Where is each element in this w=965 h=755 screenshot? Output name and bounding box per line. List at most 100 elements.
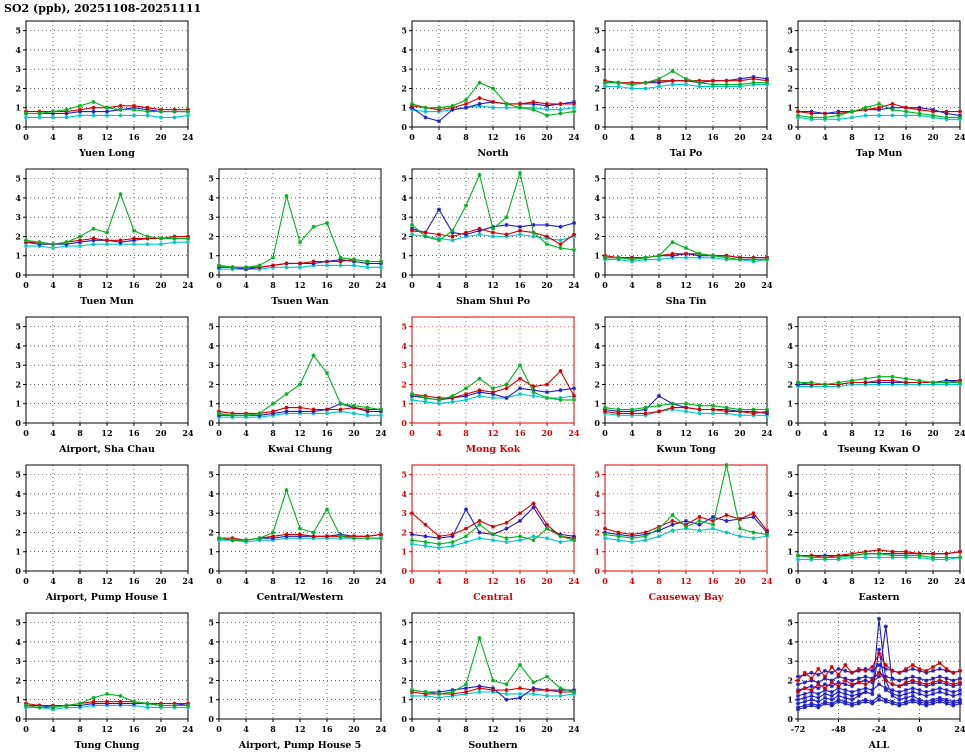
y-tick-label: 1 xyxy=(787,547,793,557)
x-tick-label: 0 xyxy=(23,576,29,586)
y-tick-label: 5 xyxy=(401,618,407,628)
y-tick-label: 2 xyxy=(208,379,214,389)
chart-title: Yuen Long xyxy=(78,148,135,159)
x-tick-label: 16 xyxy=(707,428,719,438)
y-tick-label: 3 xyxy=(594,508,600,518)
x-tick-label: 16 xyxy=(321,428,333,438)
x-tick-label: 20 xyxy=(348,280,360,290)
chart-grid: 0 1 2 3 4 5 0 4 8 12 16 20 24 Yuen Long 0 1 2 3 4 5 0 4 8 12 16 2… xyxy=(0,15,965,755)
chart-title: Tuen Mun xyxy=(80,296,134,307)
x-tick-label: 12 xyxy=(487,428,498,438)
x-tick-label: 0 xyxy=(602,428,608,438)
panel-central-western: 0 1 2 3 4 5 0 4 8 12 16 20 24 Central/Western xyxy=(193,459,386,607)
chart-title: Kwai Chung xyxy=(268,444,333,455)
x-tick-label: 12 xyxy=(487,280,498,290)
y-tick-label: 5 xyxy=(15,322,21,332)
x-tick-label: 8 xyxy=(656,576,662,586)
y-tick-label: 1 xyxy=(401,251,407,261)
chart-title: Tseung Kwan O xyxy=(838,444,920,455)
y-tick-label: 4 xyxy=(594,341,600,351)
x-tick-label: 0 xyxy=(602,280,608,290)
x-tick-label: 24 xyxy=(954,576,965,586)
x-tick-label: 16 xyxy=(514,280,526,290)
x-tick-label: 24 xyxy=(568,576,579,586)
x-tick-label: 20 xyxy=(155,724,167,734)
x-tick-label: 0 xyxy=(23,280,29,290)
y-tick-label: 0 xyxy=(208,270,214,280)
x-tick-label: 16 xyxy=(321,576,333,586)
x-tick-label: 24 xyxy=(761,132,772,142)
x-tick-label: -48 xyxy=(831,724,846,734)
x-tick-label: 4 xyxy=(629,428,635,438)
y-tick-label: 5 xyxy=(594,322,600,332)
x-tick-label: 4 xyxy=(50,724,56,734)
x-tick-label: 12 xyxy=(487,132,498,142)
x-tick-label: 24 xyxy=(182,428,193,438)
y-tick-label: 1 xyxy=(15,251,21,261)
y-tick-label: 3 xyxy=(787,64,793,74)
y-tick-label: 3 xyxy=(15,360,21,370)
y-tick-label: 0 xyxy=(15,270,21,280)
x-tick-label: 0 xyxy=(409,724,415,734)
x-tick-label: 16 xyxy=(128,724,140,734)
y-tick-label: 1 xyxy=(594,399,600,409)
y-tick-label: 4 xyxy=(15,45,21,55)
x-tick-label: 20 xyxy=(155,280,167,290)
x-tick-label: 16 xyxy=(900,576,912,586)
x-tick-label: 20 xyxy=(155,428,167,438)
y-tick-label: 2 xyxy=(401,83,407,93)
x-tick-label: 8 xyxy=(463,724,469,734)
x-tick-label: 8 xyxy=(849,428,855,438)
x-tick-label: 24 xyxy=(375,428,386,438)
y-tick-label: 3 xyxy=(15,656,21,666)
x-tick-label: 12 xyxy=(294,724,305,734)
y-tick-label: 0 xyxy=(401,714,407,724)
blank-cell xyxy=(579,607,772,755)
x-tick-label: 4 xyxy=(436,428,442,438)
y-tick-label: 2 xyxy=(787,527,793,537)
chart-title: Airport, Pump House 1 xyxy=(45,592,169,603)
y-tick-label: 0 xyxy=(401,418,407,428)
x-tick-label: 24 xyxy=(375,576,386,586)
y-tick-label: 1 xyxy=(594,103,600,113)
y-tick-label: 2 xyxy=(401,379,407,389)
panel-tsuen-wan: 0 1 2 3 4 5 0 4 8 12 16 20 24 Tsuen Wan xyxy=(193,163,386,311)
y-tick-label: 4 xyxy=(15,637,21,647)
y-tick-label: 0 xyxy=(15,418,21,428)
y-tick-label: 4 xyxy=(401,45,407,55)
x-tick-label: 20 xyxy=(155,132,167,142)
y-tick-label: 4 xyxy=(594,45,600,55)
panel-north: 0 1 2 3 4 5 0 4 8 12 16 20 24 North xyxy=(386,15,579,163)
x-tick-label: 8 xyxy=(77,428,83,438)
y-tick-label: 0 xyxy=(208,714,214,724)
x-tick-label: 24 xyxy=(954,132,965,142)
y-tick-label: 1 xyxy=(401,695,407,705)
y-tick-label: 2 xyxy=(787,379,793,389)
y-tick-label: 4 xyxy=(787,637,793,647)
x-tick-label: 24 xyxy=(761,576,772,586)
y-tick-label: 1 xyxy=(787,695,793,705)
y-tick-label: 2 xyxy=(787,83,793,93)
y-tick-label: 3 xyxy=(787,360,793,370)
panel-kwun-tong: 0 1 2 3 4 5 0 4 8 12 16 20 24 Kwun Tong xyxy=(579,311,772,459)
y-tick-label: 4 xyxy=(208,489,214,499)
x-tick-label: 20 xyxy=(734,132,746,142)
x-tick-label: 0 xyxy=(409,576,415,586)
y-tick-label: 2 xyxy=(594,83,600,93)
x-tick-label: 8 xyxy=(270,724,276,734)
chart-title: Kwun Tong xyxy=(656,444,716,455)
x-tick-label: 20 xyxy=(155,576,167,586)
x-tick-label: 4 xyxy=(822,576,828,586)
